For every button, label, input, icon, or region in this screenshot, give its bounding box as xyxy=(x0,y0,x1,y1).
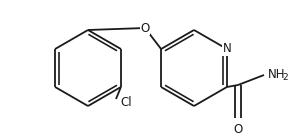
Text: Cl: Cl xyxy=(120,96,132,109)
Text: NH: NH xyxy=(268,68,285,82)
Text: N: N xyxy=(223,43,231,55)
Text: O: O xyxy=(140,22,150,34)
Text: O: O xyxy=(233,123,243,136)
Text: 2: 2 xyxy=(282,74,288,83)
